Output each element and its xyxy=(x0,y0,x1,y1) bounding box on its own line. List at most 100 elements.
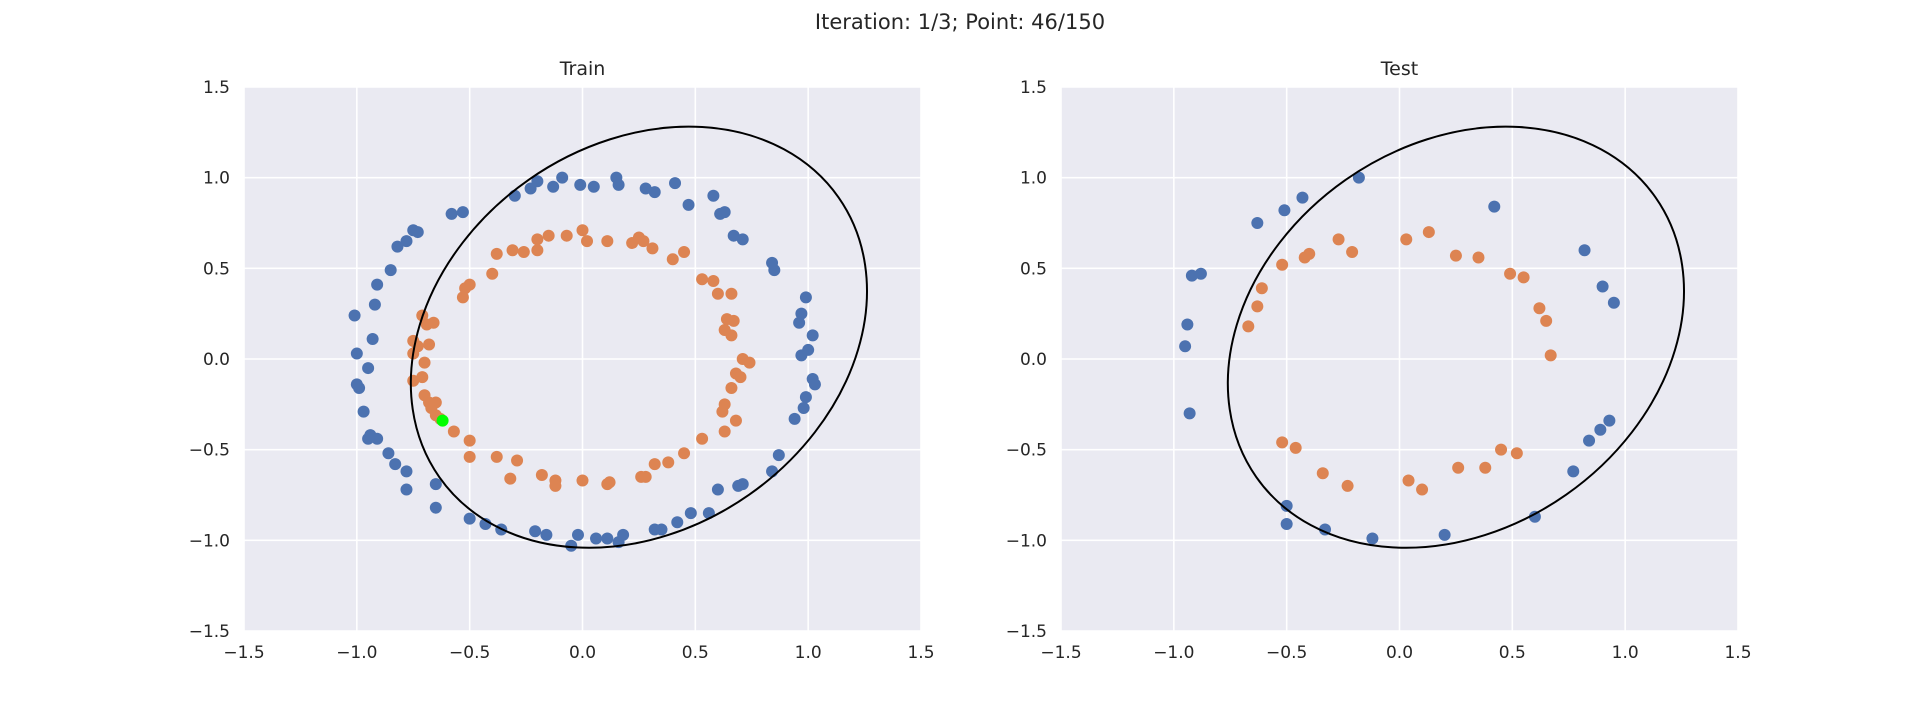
test-data-layer xyxy=(1179,125,1685,549)
test-point-class0 xyxy=(1296,191,1309,204)
train-y-tick-label: 1.0 xyxy=(203,169,230,189)
figure-suptitle: Iteration: 1/3; Point: 46/150 xyxy=(814,10,1106,34)
train-y-tick-label: 1.5 xyxy=(203,78,230,98)
train-point-class1 xyxy=(718,425,731,438)
test-y-tick-label: 1.5 xyxy=(1020,78,1047,98)
train-point-class0 xyxy=(445,207,458,220)
train-point-class0 xyxy=(718,206,731,219)
train-point-class1 xyxy=(427,316,440,329)
test-point-class0 xyxy=(1567,465,1580,478)
train-point-class1 xyxy=(581,235,594,248)
train-point-class1 xyxy=(517,246,530,259)
test-point-class0 xyxy=(1352,171,1365,184)
train-point-class0 xyxy=(362,362,375,375)
test-point-class1 xyxy=(1495,443,1508,456)
train-point-class0 xyxy=(411,226,424,239)
test-point-class0 xyxy=(1594,423,1607,436)
test-axes-title: Test xyxy=(1380,58,1418,80)
test-point-class1 xyxy=(1242,320,1255,333)
train-point-class1 xyxy=(707,275,720,288)
train-point-class0 xyxy=(732,479,745,492)
train-point-class0 xyxy=(799,391,812,404)
train-point-class1 xyxy=(463,450,476,463)
train-y-tick-label: 0.0 xyxy=(203,350,230,370)
train-point-class0 xyxy=(797,401,810,414)
test-point-class1 xyxy=(1510,447,1523,460)
train-point-class0 xyxy=(671,516,684,529)
train-point-class0 xyxy=(362,432,375,445)
train-point-class0 xyxy=(463,512,476,525)
train-point-class0 xyxy=(371,278,384,291)
train-point-class1 xyxy=(542,229,555,242)
test-point-class0 xyxy=(1183,407,1196,420)
train-point-class0 xyxy=(391,240,404,253)
test-point-class1 xyxy=(1332,233,1345,246)
train-point-class0 xyxy=(400,235,413,248)
train-point-class1 xyxy=(662,456,675,469)
train-point-class0 xyxy=(382,447,395,460)
test-x-tick-label: −1.0 xyxy=(1153,643,1194,663)
test-point-class0 xyxy=(1607,296,1620,309)
train-point-class0 xyxy=(571,528,584,541)
train-y-tick-label: −1.5 xyxy=(189,622,230,642)
train-point-class0 xyxy=(590,532,603,545)
train-point-class1 xyxy=(696,273,709,286)
train-x-tick-label: −1.0 xyxy=(336,643,377,663)
test-point-class1 xyxy=(1452,461,1465,474)
train-point-class0 xyxy=(357,405,370,418)
test-point-class1 xyxy=(1298,251,1311,264)
train-point-class0 xyxy=(799,291,812,304)
train-point-class1 xyxy=(463,434,476,447)
test-x-tick-label: −0.5 xyxy=(1266,643,1307,663)
train-point-class0 xyxy=(711,483,724,496)
train-point-class0 xyxy=(766,465,779,478)
train-point-class0 xyxy=(806,329,819,342)
test-point-class0 xyxy=(1583,434,1596,447)
train-point-class1 xyxy=(666,253,679,266)
train-point-class0 xyxy=(639,182,652,195)
test-point-class1 xyxy=(1517,271,1530,284)
train-point-class1 xyxy=(716,405,729,418)
test-point-class1 xyxy=(1402,474,1415,487)
test-point-class1 xyxy=(1251,300,1264,313)
test-y-tick-label: 0.0 xyxy=(1020,350,1047,370)
test-point-class0 xyxy=(1366,532,1379,545)
train-point-class1 xyxy=(743,356,756,369)
train-point-class1 xyxy=(637,235,650,248)
test-point-class0 xyxy=(1278,204,1291,217)
train-point-class0 xyxy=(601,532,614,545)
train-point-class0 xyxy=(540,528,553,541)
test-decision-boundary xyxy=(1226,125,1685,549)
train-point-class0 xyxy=(669,177,682,190)
train-point-class1 xyxy=(725,329,738,342)
train-point-class1 xyxy=(725,287,738,300)
train-point-class0 xyxy=(768,264,781,277)
train-point-class0 xyxy=(547,180,560,193)
train-point-class0 xyxy=(456,206,469,219)
train-point-class0 xyxy=(556,171,569,184)
test-point-class0 xyxy=(1194,267,1207,280)
test-y-tick-label: −1.0 xyxy=(1006,531,1047,551)
train-x-tick-label: 0.5 xyxy=(682,643,709,663)
test-point-class0 xyxy=(1251,217,1264,229)
train-point-highlight xyxy=(436,414,449,427)
train-point-class0 xyxy=(795,349,808,362)
train-point-class1 xyxy=(463,278,476,291)
train-point-class1 xyxy=(531,233,544,246)
train-x-tick-label: 0.0 xyxy=(569,643,596,663)
test-x-tick-label: 0.0 xyxy=(1386,643,1413,663)
test-point-class1 xyxy=(1472,251,1485,264)
test-point-class0 xyxy=(1603,414,1616,427)
train-point-class1 xyxy=(447,425,460,438)
test-x-tick-label: 1.0 xyxy=(1612,643,1639,663)
train-point-class0 xyxy=(808,378,821,391)
train-point-class0 xyxy=(587,180,600,193)
train-point-class0 xyxy=(350,347,363,360)
train-point-class0 xyxy=(348,309,361,322)
test-point-class0 xyxy=(1596,280,1609,293)
test-point-class0 xyxy=(1280,499,1293,512)
train-point-class0 xyxy=(508,189,521,202)
test-point-class0 xyxy=(1280,518,1293,531)
test-y-tick-label: −0.5 xyxy=(1006,441,1047,461)
